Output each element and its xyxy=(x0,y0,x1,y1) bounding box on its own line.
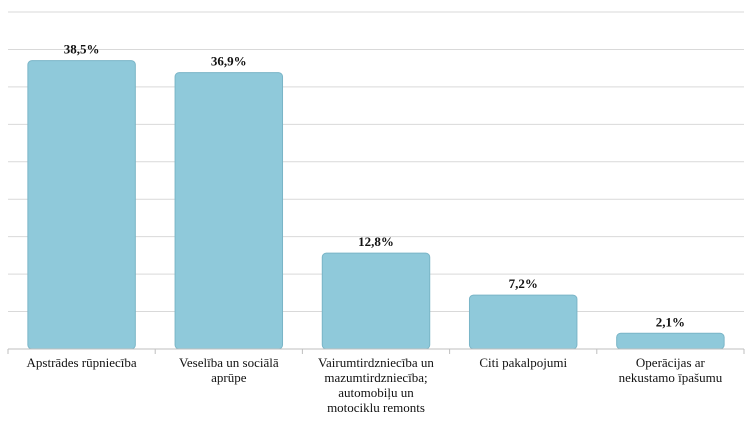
data-label: 2,1% xyxy=(656,314,685,329)
bar xyxy=(321,252,431,350)
bar xyxy=(616,332,725,350)
x-tick-label: Apstrādes rūpniecība xyxy=(27,355,137,370)
x-tick-label: Veselība un sociālā aprūpe xyxy=(179,355,279,385)
data-label: 36,9% xyxy=(211,54,247,69)
data-label: 12,8% xyxy=(358,234,394,249)
x-tick-label: Citi pakalpojumi xyxy=(479,355,567,370)
x-tick-label: Vairumtirdzniecība un mazumtirdzniecība; a… xyxy=(318,355,434,415)
x-tick-labels: Apstrādes rūpniecība Veselība un sociālā a… xyxy=(27,355,723,415)
bar xyxy=(27,60,136,350)
data-label: 7,2% xyxy=(509,276,538,291)
bar xyxy=(468,294,578,350)
data-labels: 38,5% 36,9% 12,8% 7,2% 2,1% xyxy=(64,42,685,330)
data-label: 38,5% xyxy=(64,42,100,57)
x-tick-label: Operācijas ar nekustamo īpašumu xyxy=(619,355,723,385)
bar xyxy=(174,72,284,350)
x-axis xyxy=(7,348,745,354)
bars xyxy=(27,60,725,350)
